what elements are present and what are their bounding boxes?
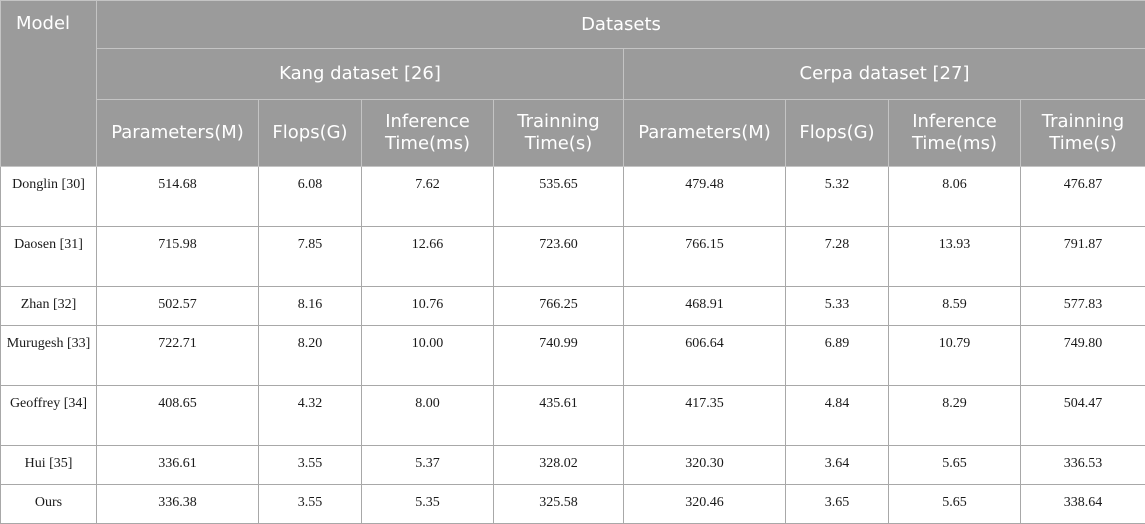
table-cell: 715.98 <box>97 227 259 287</box>
table-cell: 325.58 <box>494 485 624 524</box>
table-cell: 5.35 <box>362 485 494 524</box>
table-cell: 3.55 <box>259 446 362 485</box>
model-name: Zhan [32] <box>1 287 97 326</box>
model-name: Murugesh [33] <box>1 326 97 386</box>
table-cell: 5.65 <box>889 446 1021 485</box>
table-row: Donglin [30] 514.68 6.08 7.62 535.65 479… <box>1 167 1145 227</box>
table-cell: 336.61 <box>97 446 259 485</box>
table-cell: 328.02 <box>494 446 624 485</box>
header-metric-training-time: Trainning Time(s) <box>494 100 624 167</box>
table-cell: 10.00 <box>362 326 494 386</box>
model-name: Donglin [30] <box>1 167 97 227</box>
table-cell: 338.64 <box>1021 485 1145 524</box>
table-cell: 502.57 <box>97 287 259 326</box>
table-row: Hui [35] 336.61 3.55 5.37 328.02 320.30 … <box>1 446 1145 485</box>
table-cell: 5.37 <box>362 446 494 485</box>
table-row: Murugesh [33] 722.71 8.20 10.00 740.99 6… <box>1 326 1145 386</box>
table-cell: 435.61 <box>494 386 624 446</box>
table-cell: 791.87 <box>1021 227 1145 287</box>
model-name: Hui [35] <box>1 446 97 485</box>
table-cell: 535.65 <box>494 167 624 227</box>
table-cell: 4.84 <box>786 386 889 446</box>
header-metric-training-time: Trainning Time(s) <box>1021 100 1145 167</box>
table-cell: 8.59 <box>889 287 1021 326</box>
table-cell: 336.53 <box>1021 446 1145 485</box>
header-model: Model <box>1 1 97 167</box>
table-cell: 468.91 <box>624 287 786 326</box>
model-name: Geoffrey [34] <box>1 386 97 446</box>
header-metric-inference-time: Inference Time(ms) <box>362 100 494 167</box>
table-cell: 740.99 <box>494 326 624 386</box>
table-cell: 320.30 <box>624 446 786 485</box>
header-metric-parameters: Parameters(M) <box>624 100 786 167</box>
table-cell: 476.87 <box>1021 167 1145 227</box>
table-cell: 5.32 <box>786 167 889 227</box>
header-metric-flops: Flops(G) <box>786 100 889 167</box>
table-row: Zhan [32] 502.57 8.16 10.76 766.25 468.9… <box>1 287 1145 326</box>
table-cell: 7.28 <box>786 227 889 287</box>
table-cell: 5.65 <box>889 485 1021 524</box>
header-metric-parameters: Parameters(M) <box>97 100 259 167</box>
table-cell: 606.64 <box>624 326 786 386</box>
table-cell: 8.16 <box>259 287 362 326</box>
header-group-cerpa: Cerpa dataset [27] <box>624 49 1145 100</box>
table-cell: 7.85 <box>259 227 362 287</box>
table-cell: 577.83 <box>1021 287 1145 326</box>
table-cell: 766.15 <box>624 227 786 287</box>
table-cell: 8.29 <box>889 386 1021 446</box>
table-cell: 514.68 <box>97 167 259 227</box>
table-cell: 8.00 <box>362 386 494 446</box>
table-cell: 13.93 <box>889 227 1021 287</box>
table-cell: 8.20 <box>259 326 362 386</box>
table-cell: 336.38 <box>97 485 259 524</box>
model-name: Ours <box>1 485 97 524</box>
table-row: Geoffrey [34] 408.65 4.32 8.00 435.61 41… <box>1 386 1145 446</box>
table-cell: 8.06 <box>889 167 1021 227</box>
table-cell: 408.65 <box>97 386 259 446</box>
table-cell: 6.89 <box>786 326 889 386</box>
table-cell: 4.32 <box>259 386 362 446</box>
table-cell: 766.25 <box>494 287 624 326</box>
table-cell: 10.76 <box>362 287 494 326</box>
header-datasets: Datasets <box>97 1 1145 49</box>
table-cell: 7.62 <box>362 167 494 227</box>
table-cell: 479.48 <box>624 167 786 227</box>
table-cell: 3.55 <box>259 485 362 524</box>
table-cell: 12.66 <box>362 227 494 287</box>
table-row: Daosen [31] 715.98 7.85 12.66 723.60 766… <box>1 227 1145 287</box>
table-cell: 10.79 <box>889 326 1021 386</box>
table-cell: 320.46 <box>624 485 786 524</box>
table-cell: 749.80 <box>1021 326 1145 386</box>
table-cell: 723.60 <box>494 227 624 287</box>
table-cell: 5.33 <box>786 287 889 326</box>
table-cell: 722.71 <box>97 326 259 386</box>
table-cell: 3.65 <box>786 485 889 524</box>
header-metric-inference-time: Inference Time(ms) <box>889 100 1021 167</box>
table-cell: 6.08 <box>259 167 362 227</box>
table-cell: 504.47 <box>1021 386 1145 446</box>
model-name: Daosen [31] <box>1 227 97 287</box>
header-metric-flops: Flops(G) <box>259 100 362 167</box>
table-cell: 417.35 <box>624 386 786 446</box>
table-cell: 3.64 <box>786 446 889 485</box>
table-row: Ours 336.38 3.55 5.35 325.58 320.46 3.65… <box>1 485 1145 524</box>
header-group-kang: Kang dataset [26] <box>97 49 624 100</box>
